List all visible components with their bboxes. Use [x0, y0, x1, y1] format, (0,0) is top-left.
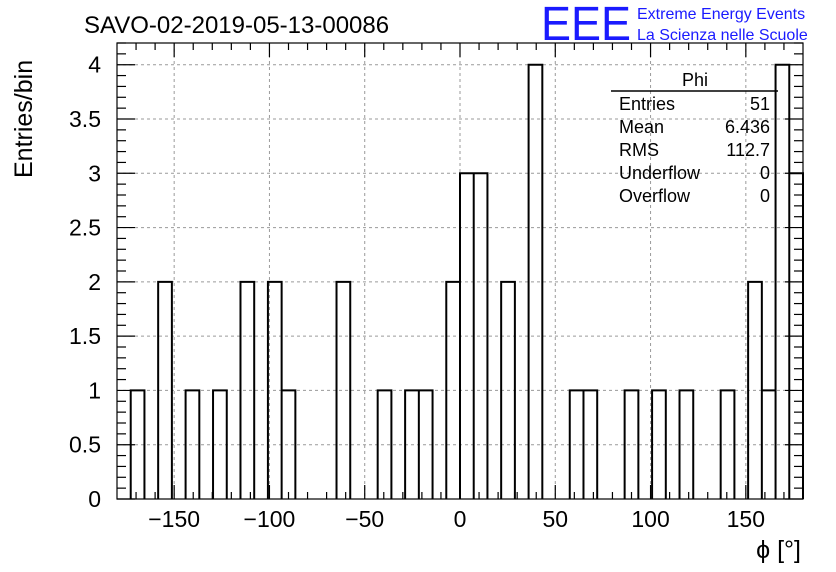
stats-label: RMS: [619, 140, 659, 160]
y-tick-label: 3: [88, 160, 101, 186]
y-tick-label: 1.5: [69, 323, 101, 349]
y-tick-label: 2.5: [69, 215, 101, 241]
logo-line-2: La Scienza nelle Scuole: [637, 27, 808, 44]
x-tick-label: −50: [345, 506, 384, 532]
stats-value: 51: [750, 94, 770, 114]
y-tick-label: 1: [88, 377, 101, 403]
y-tick-label: 2: [88, 269, 101, 295]
stats-label: Mean: [619, 117, 664, 137]
stats-value: 112.7: [726, 140, 770, 160]
y-axis-label: Entries/bin: [10, 60, 38, 178]
x-tick-labels: −150 −100 −50 0 50 100 150: [148, 506, 765, 532]
stats-box: Phi Entries 51 Mean 6.436 RMS 112.7 Unde…: [611, 70, 778, 206]
y-tick-labels: 0 0.5 1 1.5 2 2.5 3 3.5 4: [69, 52, 101, 512]
x-tick-label: 100: [631, 506, 669, 532]
x-axis-label: ϕ [°]: [756, 536, 801, 564]
x-tick-label: −100: [244, 506, 296, 532]
stats-title: Phi: [682, 70, 708, 90]
x-tick-label: 0: [454, 506, 467, 532]
stats-label: Entries: [619, 94, 675, 114]
x-tick-label: −150: [148, 506, 200, 532]
stats-value: 0: [760, 163, 770, 183]
y-tick-label: 3.5: [69, 106, 101, 132]
stats-value: 6.436: [725, 117, 770, 137]
axis-ticks: [117, 42, 803, 500]
stats-label: Overflow: [619, 186, 691, 206]
x-tick-label: 150: [727, 506, 765, 532]
y-tick-label: 4: [88, 52, 101, 78]
logo-line-1: Extreme Energy Events: [637, 6, 805, 23]
stats-label: Underflow: [619, 163, 701, 183]
x-tick-label: 50: [542, 506, 568, 532]
stats-value: 0: [760, 186, 770, 206]
histogram-outline: [129, 63, 804, 499]
eee-logo: EEE: [541, 0, 631, 51]
y-tick-label: 0.5: [69, 432, 101, 458]
chart-title: SAVO-02-2019-05-13-00086: [84, 12, 389, 39]
y-tick-label: 0: [88, 486, 101, 512]
